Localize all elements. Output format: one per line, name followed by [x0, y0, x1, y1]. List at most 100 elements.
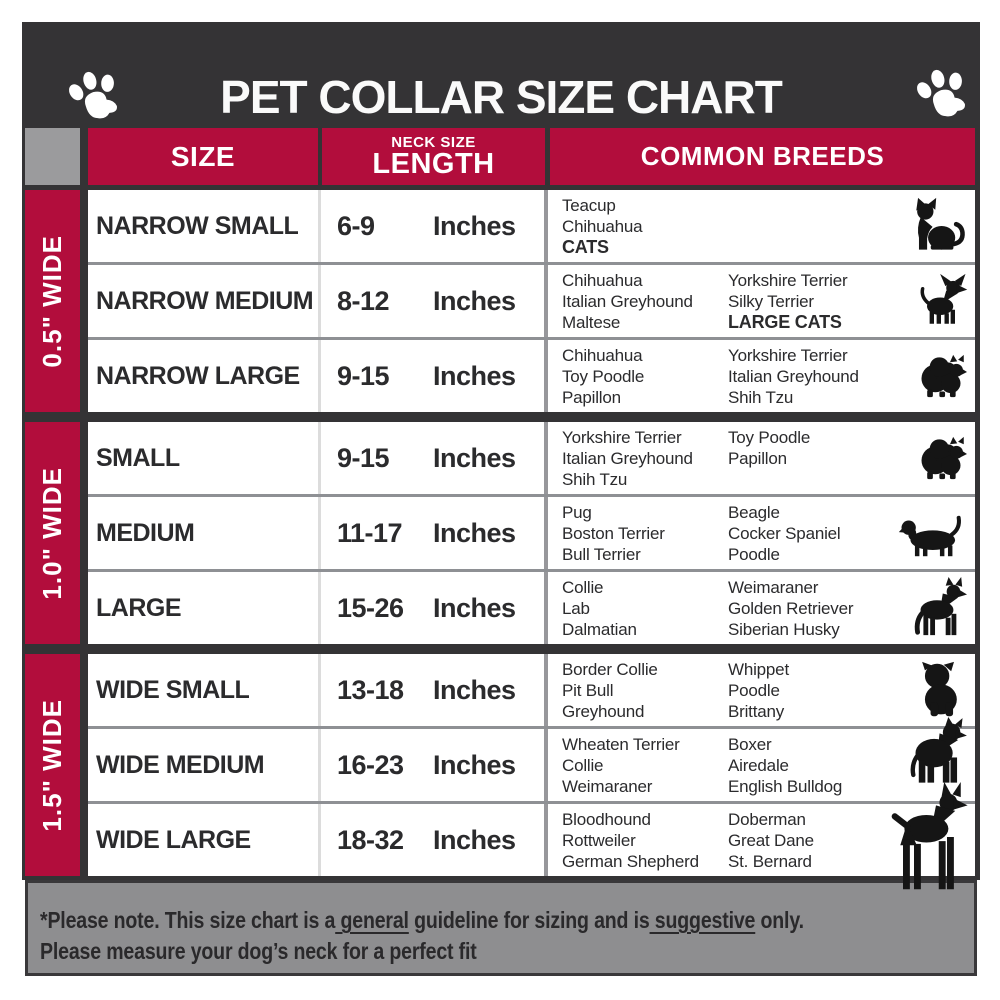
size-label: NARROW MEDIUM — [96, 286, 314, 315]
footer-underlined-word: general — [335, 907, 409, 933]
column-header-length-main: LENGTH — [372, 147, 495, 180]
breed-name: Pug — [562, 503, 592, 522]
size-label: WIDE SMALL — [96, 675, 250, 704]
breed-name: Bull Terrier — [562, 545, 641, 564]
length-unit: Inches — [433, 360, 516, 391]
title-bar: PET COLLAR SIZE CHART — [22, 22, 980, 125]
length-unit: Inches — [433, 210, 516, 241]
breed-name: Weimaraner — [728, 578, 819, 597]
breeds-column-2: Whippet Poodle Brittany — [728, 659, 878, 722]
table-row: WIDE MEDIUM 16-23 Inches Wheaten Terrier… — [88, 729, 975, 801]
column-header-size: SIZE — [88, 128, 318, 185]
length-cell: 9-15 Inches — [321, 340, 548, 412]
size-label: LARGE — [96, 593, 182, 622]
length-range: 18-32 — [337, 824, 404, 855]
length-unit: Inches — [433, 285, 516, 316]
pitbull-icon — [897, 717, 969, 787]
breed-name: Chihuahua — [562, 271, 643, 290]
breed-name: Teacup — [562, 196, 616, 215]
length-cell: 9-15 Inches — [321, 422, 548, 494]
breeds-column-2: Weimaraner Golden Retriever Siberian Husky — [728, 577, 878, 640]
table-row: NARROW MEDIUM 8-12 Inches Chihuahua Itali… — [88, 265, 975, 337]
size-cell: WIDE SMALL — [88, 654, 321, 726]
breed-name: Siberian Husky — [728, 620, 840, 639]
breeds-column-1: Teacup Chihuahua CATS — [562, 195, 728, 258]
breed-name: Italian Greyhound — [728, 367, 859, 386]
size-cell: MEDIUM — [88, 497, 321, 569]
breed-name: Dalmatian — [562, 620, 637, 639]
breeds-column-2: Yorkshire Terrier Silky Terrier LARGE CATS — [728, 270, 878, 333]
length-range: 6-9 — [337, 210, 375, 241]
breed-name: Pit Bull — [562, 681, 614, 700]
breeds-cell: Collie Lab Dalmatian Weimaraner Golden Retr… — [548, 572, 975, 644]
footer-text-segment: guideline for sizing and is — [408, 907, 650, 933]
width-group-1.5-inch: 1.5" WIDE — [25, 654, 80, 876]
breeds-cell: Border Collie Pit Bull Greyhound Whippet Po… — [548, 654, 975, 726]
table-row: SMALL 9-15 Inches Yorkshire Terrier Itali… — [88, 422, 975, 494]
width-group-label: 1.0" WIDE — [37, 466, 67, 600]
length-cell: 8-12 Inches — [321, 265, 548, 337]
breed-name: Border Collie — [562, 660, 658, 679]
paw-icon — [912, 64, 970, 122]
column-header-breeds: COMMON BREEDS — [550, 128, 975, 185]
width-group-0.5-inch: 0.5" WIDE — [25, 190, 80, 412]
breed-name: St. Bernard — [728, 852, 812, 871]
size-cell: NARROW LARGE — [88, 340, 321, 412]
width-group-label: 0.5" WIDE — [37, 234, 67, 368]
table-body: NARROW SMALL 6-9 Inches Teacup Chihuahua C… — [88, 190, 975, 876]
cat-icon — [907, 197, 969, 255]
shepherd-icon — [903, 577, 969, 639]
group-separator — [88, 412, 975, 422]
length-range: 15-26 — [337, 592, 404, 623]
row-separator — [88, 337, 975, 340]
breed-name: Poodle — [728, 545, 780, 564]
size-cell: SMALL — [88, 422, 321, 494]
size-cell: WIDE LARGE — [88, 804, 321, 876]
length-cell: 18-32 Inches — [321, 804, 548, 876]
size-label: WIDE LARGE — [96, 825, 251, 854]
table-row: NARROW LARGE 9-15 Inches Chihuahua Toy Po… — [88, 340, 975, 412]
length-range: 13-18 — [337, 674, 404, 705]
breed-name: Lab — [562, 599, 590, 618]
bulldog-icon — [909, 658, 969, 722]
breeds-cell: Wheaten Terrier Collie Weimaraner Boxer Air… — [548, 729, 975, 801]
breed-name: LARGE CATS — [728, 312, 842, 332]
breeds-column-1: Bloodhound Rottweiler German Shepherd — [562, 809, 728, 872]
length-cell: 16-23 Inches — [321, 729, 548, 801]
breed-name: Yorkshire Terrier — [562, 428, 682, 447]
length-range: 9-15 — [337, 442, 390, 473]
breeds-column-1: Chihuahua Toy Poodle Papillon — [562, 345, 728, 408]
size-cell: NARROW SMALL — [88, 190, 321, 262]
row-separator — [88, 801, 975, 804]
breed-name: Toy Poodle — [728, 428, 811, 447]
breeds-cell: Chihuahua Toy Poodle Papillon Yorkshire Te… — [548, 340, 975, 412]
breeds-column-2: Toy Poodle Papillon — [728, 427, 878, 469]
size-label: WIDE MEDIUM — [96, 750, 265, 779]
footer-note: *Please note. This size chart is a gener… — [25, 880, 977, 976]
breed-name: Poodle — [728, 681, 780, 700]
footer-note-line1: *Please note. This size chart is a gener… — [40, 905, 824, 936]
breeds-column-1: Pug Boston Terrier Bull Terrier — [562, 502, 728, 565]
breed-name: Collie — [562, 756, 604, 775]
length-unit: Inches — [433, 517, 516, 548]
length-cell: 15-26 Inches — [321, 572, 548, 644]
footer-note-line2: Please measure your dog’s neck for a per… — [40, 938, 477, 964]
breeds-column-2: Yorkshire Terrier Italian Greyhound Shih T… — [728, 345, 878, 408]
length-unit: Inches — [433, 592, 516, 623]
breed-name: Doberman — [728, 810, 806, 829]
breed-name: Great Dane — [728, 831, 814, 850]
breeds-cell: Teacup Chihuahua CATS — [548, 190, 975, 262]
length-unit: Inches — [433, 749, 516, 780]
size-cell: LARGE — [88, 572, 321, 644]
length-unit: Inches — [433, 442, 516, 473]
page-title: PET COLLAR SIZE CHART — [220, 71, 783, 123]
breeds-cell: Bloodhound Rottweiler German Shepherd Dobe… — [548, 804, 975, 876]
chihuahua-icon — [913, 273, 969, 329]
breeds-column-1: Chihuahua Italian Greyhound Maltese — [562, 270, 728, 333]
breed-name: Collie — [562, 578, 604, 597]
width-group-label: 1.5" WIDE — [37, 698, 67, 832]
breed-name: Italian Greyhound — [562, 292, 693, 311]
breed-name: Chihuahua — [562, 217, 643, 236]
dachshund-icon — [893, 508, 969, 558]
